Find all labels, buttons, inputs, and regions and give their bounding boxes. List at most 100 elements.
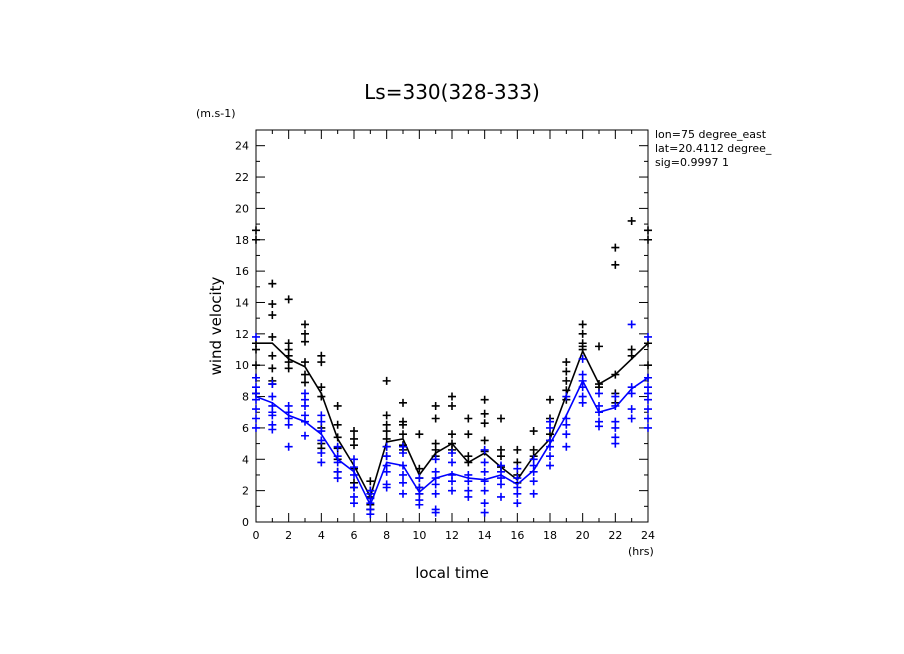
data-point-marker: [268, 351, 277, 360]
data-point-marker: [448, 449, 456, 458]
data-point-marker: [431, 401, 440, 410]
data-point-marker: [366, 477, 375, 486]
data-point-marker: [464, 430, 473, 439]
data-point-marker: [382, 467, 391, 476]
y-tick-label: 6: [242, 422, 249, 435]
data-point-marker: [480, 395, 489, 404]
info-sig: sig=0.9997 1: [655, 156, 729, 169]
data-point-marker: [399, 470, 407, 479]
info-lon: lon=75 degree_east: [655, 128, 767, 141]
data-point-marker: [268, 411, 277, 420]
y-tick-label: 18: [235, 234, 249, 247]
data-point-marker: [382, 452, 391, 461]
data-point-marker: [578, 320, 587, 329]
data-point-marker: [480, 409, 489, 418]
data-point-marker: [497, 452, 505, 461]
data-point-marker: [480, 499, 489, 508]
data-point-marker: [399, 398, 407, 407]
data-point-marker: [578, 354, 587, 363]
data-point-marker: [611, 423, 620, 432]
data-point-marker: [513, 499, 522, 508]
data-point-marker: [595, 422, 603, 431]
data-point-marker: [301, 401, 309, 410]
data-point-marker: [480, 419, 489, 428]
data-point-marker: [350, 427, 358, 436]
data-point-marker: [252, 405, 260, 414]
data-point-marker: [480, 477, 489, 486]
data-point-marker: [546, 461, 554, 470]
x-tick-label: 10: [412, 529, 426, 542]
data-point-marker: [415, 430, 424, 439]
data-point-marker: [480, 467, 489, 476]
x-tick-label: 22: [608, 529, 622, 542]
data-point-marker: [644, 226, 652, 235]
y-tick-label: 20: [235, 202, 249, 215]
data-point-marker: [252, 235, 260, 244]
data-point-marker: [480, 436, 489, 445]
data-point-marker: [317, 358, 326, 367]
data-point-marker: [448, 392, 456, 401]
data-point-marker: [627, 405, 636, 414]
y-axis-label: wind velocity: [207, 276, 225, 375]
data-point-marker: [627, 320, 636, 329]
data-point-marker: [627, 216, 636, 225]
data-point-marker: [578, 398, 587, 407]
y-tick-label: 8: [242, 391, 249, 404]
data-point-marker: [431, 508, 440, 517]
axis-ticks: 0 2 4 6 8 10 12 14 16 18 20 22 240246810121416182022…: [235, 129, 655, 542]
data-point-marker: [562, 376, 571, 385]
data-point-marker: [513, 489, 522, 498]
x-tick-label: 4: [318, 529, 325, 542]
data-point-marker: [284, 442, 293, 451]
data-point-marker: [595, 389, 603, 398]
data-point-marker: [382, 376, 391, 385]
series-layer: [252, 216, 652, 519]
data-point-marker: [431, 414, 440, 423]
data-point-marker: [480, 508, 489, 517]
data-point-marker: [415, 474, 424, 483]
data-point-marker: [268, 300, 277, 309]
data-point-marker: [644, 395, 652, 404]
data-point-marker: [301, 370, 309, 379]
data-point-marker: [399, 430, 407, 439]
data-point-marker: [301, 320, 309, 329]
y-tick-label: 24: [235, 140, 249, 153]
data-point-marker: [513, 464, 522, 473]
data-point-marker: [644, 423, 652, 432]
data-point-marker: [333, 442, 342, 451]
data-point-marker: [480, 445, 489, 454]
x-tick-label: 2: [285, 529, 292, 542]
data-point-marker: [399, 420, 407, 429]
data-point-marker: [611, 392, 620, 401]
data-point-marker: [399, 478, 407, 487]
data-point-marker: [252, 226, 260, 235]
data-point-marker: [644, 332, 652, 341]
data-point-marker: [317, 458, 326, 467]
data-point-marker: [431, 489, 440, 498]
data-point-marker: [333, 420, 342, 429]
data-point-marker: [382, 442, 391, 451]
data-point-marker: [252, 361, 260, 370]
data-point-marker: [301, 337, 309, 346]
x-tick-label: 12: [445, 529, 459, 542]
data-point-marker: [431, 480, 440, 489]
data-point-marker: [350, 483, 358, 492]
x-tick-label: 14: [478, 529, 492, 542]
y-tick-label: 0: [242, 516, 249, 529]
data-point-marker: [448, 401, 456, 410]
data-point-marker: [464, 492, 473, 501]
data-point-marker: [497, 414, 505, 423]
data-point-marker: [366, 510, 375, 519]
data-point-marker: [529, 477, 538, 486]
data-point-marker: [350, 455, 358, 464]
data-point-marker: [448, 430, 456, 439]
data-point-marker: [627, 414, 636, 423]
data-point-marker: [268, 364, 277, 373]
data-point-marker: [497, 492, 505, 501]
data-point-marker: [562, 367, 571, 376]
x-tick-label: 8: [383, 529, 390, 542]
data-point-marker: [480, 458, 489, 467]
data-point-marker: [415, 500, 424, 509]
data-point-marker: [431, 455, 440, 464]
